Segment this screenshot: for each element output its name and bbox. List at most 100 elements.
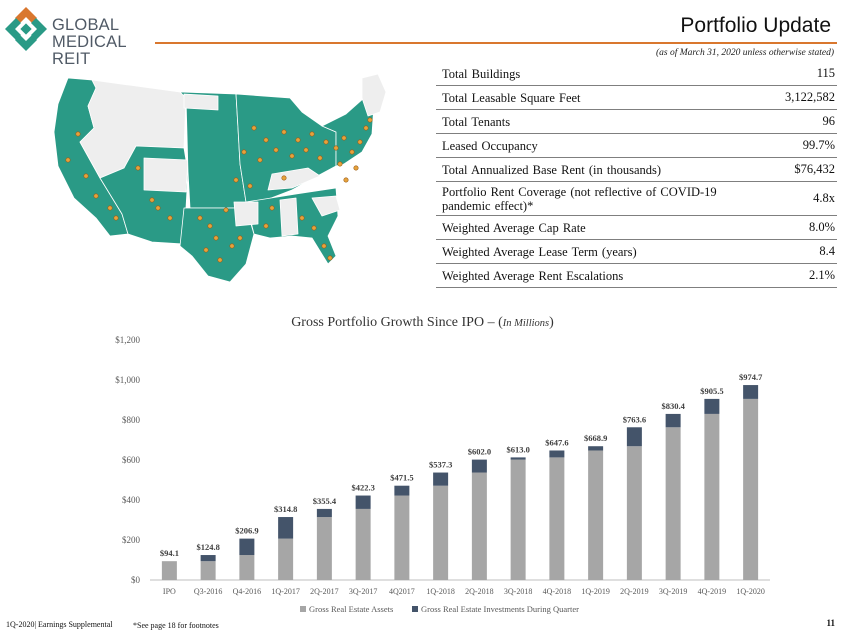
x-tick-label: 3Q-2018 [504, 587, 532, 596]
bar-total-label: $355.4 [313, 496, 337, 506]
legend-label: Gross Real Estate Investments During Qua… [421, 604, 579, 614]
header-divider [155, 42, 837, 44]
bar-total-label: $124.8 [196, 542, 219, 552]
bar-total-label: $314.8 [274, 504, 297, 514]
bar-investments-segment [588, 446, 604, 451]
y-tick-label: $600 [122, 455, 141, 465]
chart-title-main: Gross Portfolio Growth Since IPO – [291, 315, 495, 330]
metric-value: 115 [816, 66, 835, 80]
portfolio-growth-chart: $0 $200 $400 $600 $800 $1,000 $1,200 $94.1 IPO $1… [115, 335, 770, 614]
metric-label: Total Annualized Base Rent (in thousands… [442, 162, 662, 177]
x-tick-label: 3Q-2019 [659, 587, 687, 596]
metric-label: Total Leasable Square Feet [442, 90, 581, 105]
metric-value: 2.1% [808, 268, 835, 282]
bar-total-label: $763.6 [623, 414, 646, 424]
bar-assets-segment [200, 561, 216, 580]
bar-total-label: $206.9 [235, 526, 258, 536]
y-tick-label: $1,000 [115, 375, 140, 385]
x-tick-label: 4Q-2018 [543, 587, 571, 596]
page-subtitle: (as of March 31, 2020 unless otherwise s… [655, 48, 834, 58]
chart-title-units: In Millions [502, 318, 550, 329]
metric-row: Weighted Average Rent Escalations 2.1% [436, 264, 837, 288]
bar-assets-segment [626, 446, 642, 580]
bar-investments-segment [665, 413, 681, 428]
metric-row: Portfolio Rent Coverage (not reflective … [436, 182, 837, 216]
page-number: 11 [826, 618, 835, 628]
x-tick-label: 4Q2017 [389, 587, 415, 596]
legend-swatch [300, 606, 306, 612]
metric-row: Total Buildings 115 [436, 62, 837, 86]
metric-label: Leased Occupancy [442, 138, 538, 153]
bar-investments-segment [316, 508, 332, 518]
bar-assets-segment [316, 517, 332, 580]
footer-document-label: 1Q-2020| Earnings Supplemental [6, 620, 113, 629]
bar-assets-segment [278, 538, 294, 580]
bar-assets-segment [433, 485, 449, 580]
logo-wordmark: GLOBAL MEDICAL REIT [52, 17, 154, 68]
logo-line-1: GLOBAL [52, 16, 120, 34]
bar-assets-segment [743, 398, 759, 580]
metric-value: 99.7% [802, 138, 835, 152]
x-tick-label: Q4-2016 [233, 587, 261, 596]
metric-row: Total Leasable Square Feet 3,122,582 [436, 86, 837, 110]
y-tick-label: $0 [131, 575, 141, 585]
bar-investments-segment [394, 485, 410, 496]
metric-label: Total Tenants [442, 114, 511, 129]
bar-investments-segment [743, 385, 759, 399]
metric-label: Portfolio Rent Coverage (not reflective … [442, 184, 717, 213]
bar-total-label: $613.0 [506, 444, 529, 454]
page-title: Portfolio Update [680, 14, 831, 37]
map-region-kentucky [267, 167, 321, 191]
chart-title: Gross Portfolio Growth Since IPO – (In M… [0, 315, 845, 331]
x-tick-label: 1Q-2019 [581, 587, 609, 596]
metric-value: 3,122,582 [785, 90, 835, 104]
bar-assets-segment [549, 457, 565, 580]
bar-investments-segment [704, 398, 720, 414]
bar-total-label: $905.5 [700, 386, 723, 396]
logo-mark-icon [5, 7, 47, 51]
bar-assets-segment [471, 472, 487, 580]
bar-total-label: $422.3 [351, 483, 374, 493]
bar-assets-segment [588, 450, 604, 580]
y-tick-label: $800 [122, 415, 141, 425]
metric-value: 8.0% [808, 220, 835, 234]
metric-label: Weighted Average Rent Escalations [442, 268, 624, 283]
bar-assets-segment [355, 508, 371, 580]
metric-value: 4.8x [813, 191, 835, 205]
bar-investments-segment [355, 495, 371, 509]
bar-assets-segment [704, 413, 720, 580]
x-tick-label: IPO [163, 587, 176, 596]
x-tick-label: Q3-2016 [194, 587, 222, 596]
metric-row: Leased Occupancy 99.7% [436, 134, 837, 158]
map-region-arkansas [233, 201, 259, 227]
bar-investments-segment [433, 472, 449, 486]
chart-title-close-paren: ) [549, 315, 554, 330]
bar-investments-segment [200, 555, 216, 562]
metric-label: Weighted Average Cap Rate [442, 220, 586, 235]
bar-investments-segment [626, 427, 642, 447]
us-portfolio-map [53, 73, 387, 283]
metric-label: Weighted Average Lease Term (years) [442, 244, 637, 259]
x-tick-label: 1Q-2020 [736, 587, 764, 596]
bar-total-label: $537.3 [429, 460, 452, 470]
y-tick-label: $400 [122, 495, 141, 505]
metric-row: Total Tenants 96 [436, 110, 837, 134]
metric-row: Total Annualized Base Rent (in thousands… [436, 158, 837, 182]
x-tick-label: 2Q-2017 [310, 587, 338, 596]
y-tick-label: $200 [122, 535, 141, 545]
map-region-colorado [143, 157, 189, 193]
bar-assets-segment [239, 555, 255, 580]
metric-label: Total Buildings [442, 66, 521, 81]
company-logo: GLOBAL MEDICAL REIT [4, 6, 154, 68]
y-tick-label: $1,200 [115, 335, 140, 345]
bar-investments-segment [278, 517, 294, 539]
bar-investments-segment [239, 538, 255, 556]
portfolio-metrics-table: Total Buildings 115 Total Leasable Squar… [436, 62, 837, 288]
x-tick-label: 2Q-2018 [465, 587, 493, 596]
bar-total-label: $668.9 [584, 433, 607, 443]
metric-value: 96 [822, 114, 836, 128]
bar-assets-segment [665, 427, 681, 580]
chart-title-open-paren: ( [498, 315, 503, 330]
x-tick-label: 4Q-2019 [698, 587, 726, 596]
bar-total-label: $602.0 [468, 447, 491, 457]
